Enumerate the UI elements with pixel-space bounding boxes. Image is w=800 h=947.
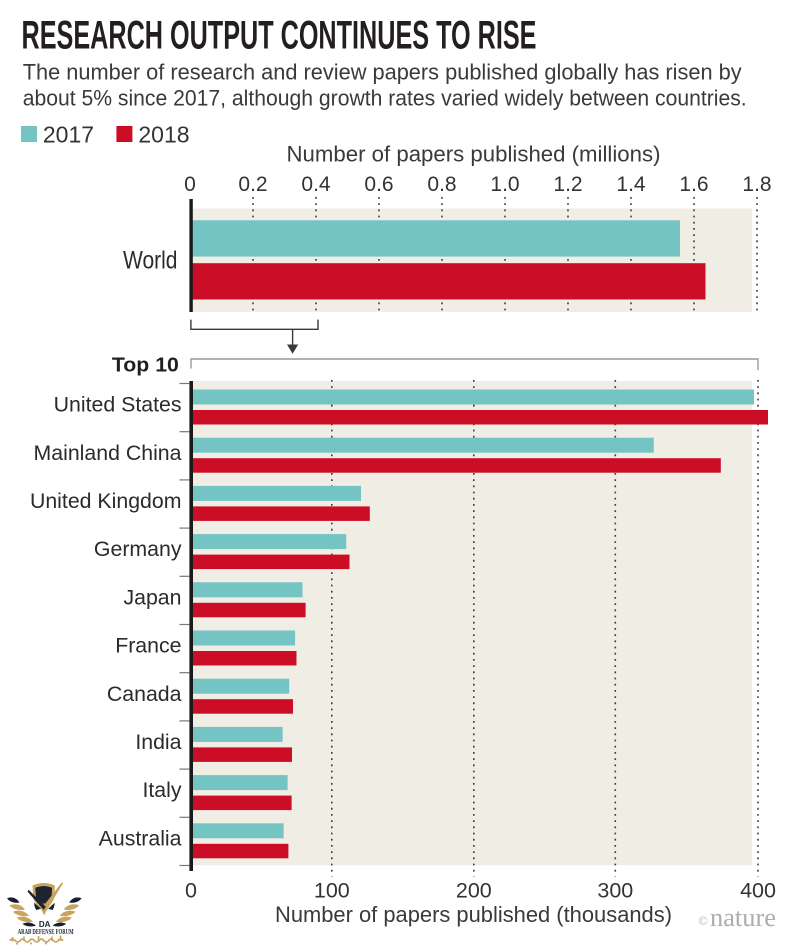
svg-text:1.4: 1.4 xyxy=(616,173,646,196)
svg-text:100: 100 xyxy=(314,879,350,903)
svg-text:Canada: Canada xyxy=(107,682,182,706)
svg-text:United States: United States xyxy=(54,393,182,417)
svg-text:200: 200 xyxy=(456,879,492,903)
svg-text:nature: nature xyxy=(710,903,776,932)
svg-text:ARAB DEFENSE FORUM: ARAB DEFENSE FORUM xyxy=(18,929,74,936)
svg-text:Number of papers published (th: Number of papers published (thousands) xyxy=(275,902,672,927)
svg-text:Top 10: Top 10 xyxy=(112,353,179,376)
svg-text:1.0: 1.0 xyxy=(490,173,519,196)
svg-text:0.6: 0.6 xyxy=(364,173,393,196)
svg-text:Germany: Germany xyxy=(94,537,182,561)
svg-text:1.2: 1.2 xyxy=(553,173,582,196)
svg-text:Australia: Australia xyxy=(99,826,182,850)
svg-text:1.8: 1.8 xyxy=(742,173,771,196)
svg-text:India: India xyxy=(135,730,181,754)
svg-text:2018: 2018 xyxy=(138,122,189,148)
svg-text:RESEARCH OUTPUT CONTINUES TO R: RESEARCH OUTPUT CONTINUES TO RISE xyxy=(22,12,537,57)
svg-text:1.6: 1.6 xyxy=(679,173,708,196)
svg-text:Mainland China: Mainland China xyxy=(34,441,182,465)
svg-text:Italy: Italy xyxy=(142,778,181,802)
svg-text:©: © xyxy=(698,913,708,928)
svg-text:Japan: Japan xyxy=(123,585,181,609)
svg-text:United Kingdom: United Kingdom xyxy=(30,489,182,513)
svg-text:2017: 2017 xyxy=(43,122,94,148)
svg-text:The number of research and rev: The number of research and review papers… xyxy=(23,60,742,85)
svg-text:0.4: 0.4 xyxy=(301,173,331,196)
svg-text:Number of papers published (mi: Number of papers published (millions) xyxy=(287,142,661,167)
svg-text:0.2: 0.2 xyxy=(238,173,267,196)
svg-text:about 5% since 2017, although: about 5% since 2017, although growth rat… xyxy=(23,86,747,111)
svg-text:0: 0 xyxy=(185,879,197,903)
svg-text:400: 400 xyxy=(740,879,776,903)
svg-text:DA: DA xyxy=(39,920,51,929)
svg-text:0: 0 xyxy=(184,173,196,196)
svg-text:300: 300 xyxy=(597,879,633,903)
svg-text:France: France xyxy=(115,634,181,658)
svg-text:0.8: 0.8 xyxy=(427,173,456,196)
svg-text:World: World xyxy=(123,247,178,275)
